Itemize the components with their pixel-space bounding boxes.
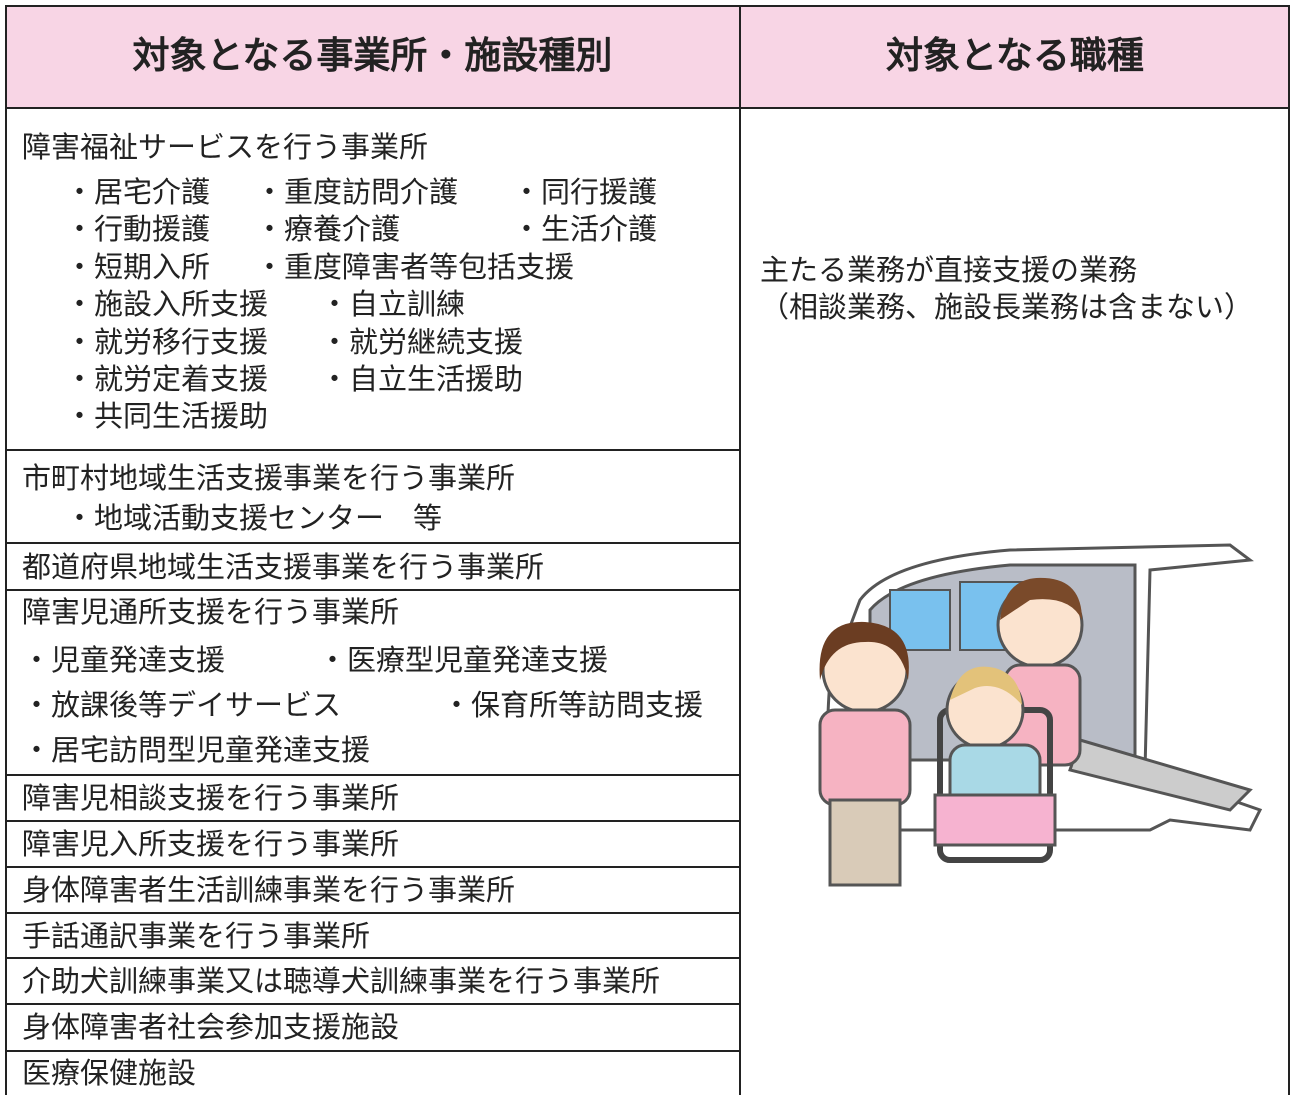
row-item: ・重度障害者等包括支援 <box>255 250 575 284</box>
row-divider <box>5 1050 740 1052</box>
row-item: ・居宅介護 <box>65 175 211 209</box>
column-divider <box>739 5 741 1095</box>
row-divider <box>5 957 740 959</box>
job-text: （相談業務、施設長業務は含まない） <box>760 290 1254 324</box>
job-text: 主たる業務が直接支援の業務 <box>760 253 1138 287</box>
row-item: ・同行援護 <box>512 175 658 209</box>
row-title: 身体障害者社会参加支援施設 <box>22 1010 400 1044</box>
row-divider <box>5 449 740 451</box>
illustration <box>818 543 1263 887</box>
row-item: ・療養介護 <box>255 212 401 246</box>
row-title: 障害児相談支援を行う事業所 <box>22 781 400 815</box>
row-title: 障害福祉サービスを行う事業所 <box>22 130 429 164</box>
row-title: 障害児入所支援を行う事業所 <box>22 827 400 861</box>
header-cell: 対象となる職種 <box>886 34 1144 77</box>
row-divider <box>5 820 740 822</box>
row-item: ・自立訓練 <box>320 287 466 321</box>
row-item: ・自立生活援助 <box>320 362 524 396</box>
row-item: ・短期入所 <box>65 250 211 284</box>
header-bg <box>5 5 1290 108</box>
row-title: 都道府県地域生活支援事業を行う事業所 <box>22 550 545 584</box>
row-title: 手話通訳事業を行う事業所 <box>22 919 371 953</box>
row-divider <box>5 542 740 544</box>
row-item: ・就労定着支援 <box>65 362 269 396</box>
row-divider <box>5 774 740 776</box>
row-item: ・保育所等訪問支援 <box>442 688 704 722</box>
table-border <box>5 5 1290 1095</box>
row-divider <box>5 589 740 591</box>
header-divider <box>5 107 1290 109</box>
header-cell: 対象となる事業所・施設種別 <box>132 34 613 77</box>
row-item: ・行動援護 <box>65 212 211 246</box>
row-item: ・地域活動支援センター 等 <box>65 501 443 535</box>
row-item: ・放課後等デイサービス <box>22 688 342 722</box>
row-item: ・就労移行支援 <box>65 325 269 359</box>
row-item: ・重度訪問介護 <box>255 175 459 209</box>
row-item: ・児童発達支援 <box>22 643 226 677</box>
row-title: 医療保健施設 <box>22 1056 197 1090</box>
row-title: 介助犬訓練事業又は聴導犬訓練事業を行う事業所 <box>22 964 661 998</box>
row-item: ・医療型児童発達支援 <box>318 643 609 677</box>
row-divider <box>5 866 740 868</box>
row-item: ・施設入所支援 <box>65 287 269 321</box>
row-item: ・就労継続支援 <box>320 325 524 359</box>
row-title: 身体障害者生活訓練事業を行う事業所 <box>22 873 516 907</box>
row-item: ・共同生活援助 <box>65 399 269 433</box>
row-item: ・居宅訪問型児童発達支援 <box>22 733 371 767</box>
row-divider <box>5 1003 740 1005</box>
row-title: 障害児通所支援を行う事業所 <box>22 595 400 629</box>
row-item: ・生活介護 <box>512 212 658 246</box>
row-title: 市町村地域生活支援事業を行う事業所 <box>22 461 516 495</box>
row-divider <box>5 912 740 914</box>
